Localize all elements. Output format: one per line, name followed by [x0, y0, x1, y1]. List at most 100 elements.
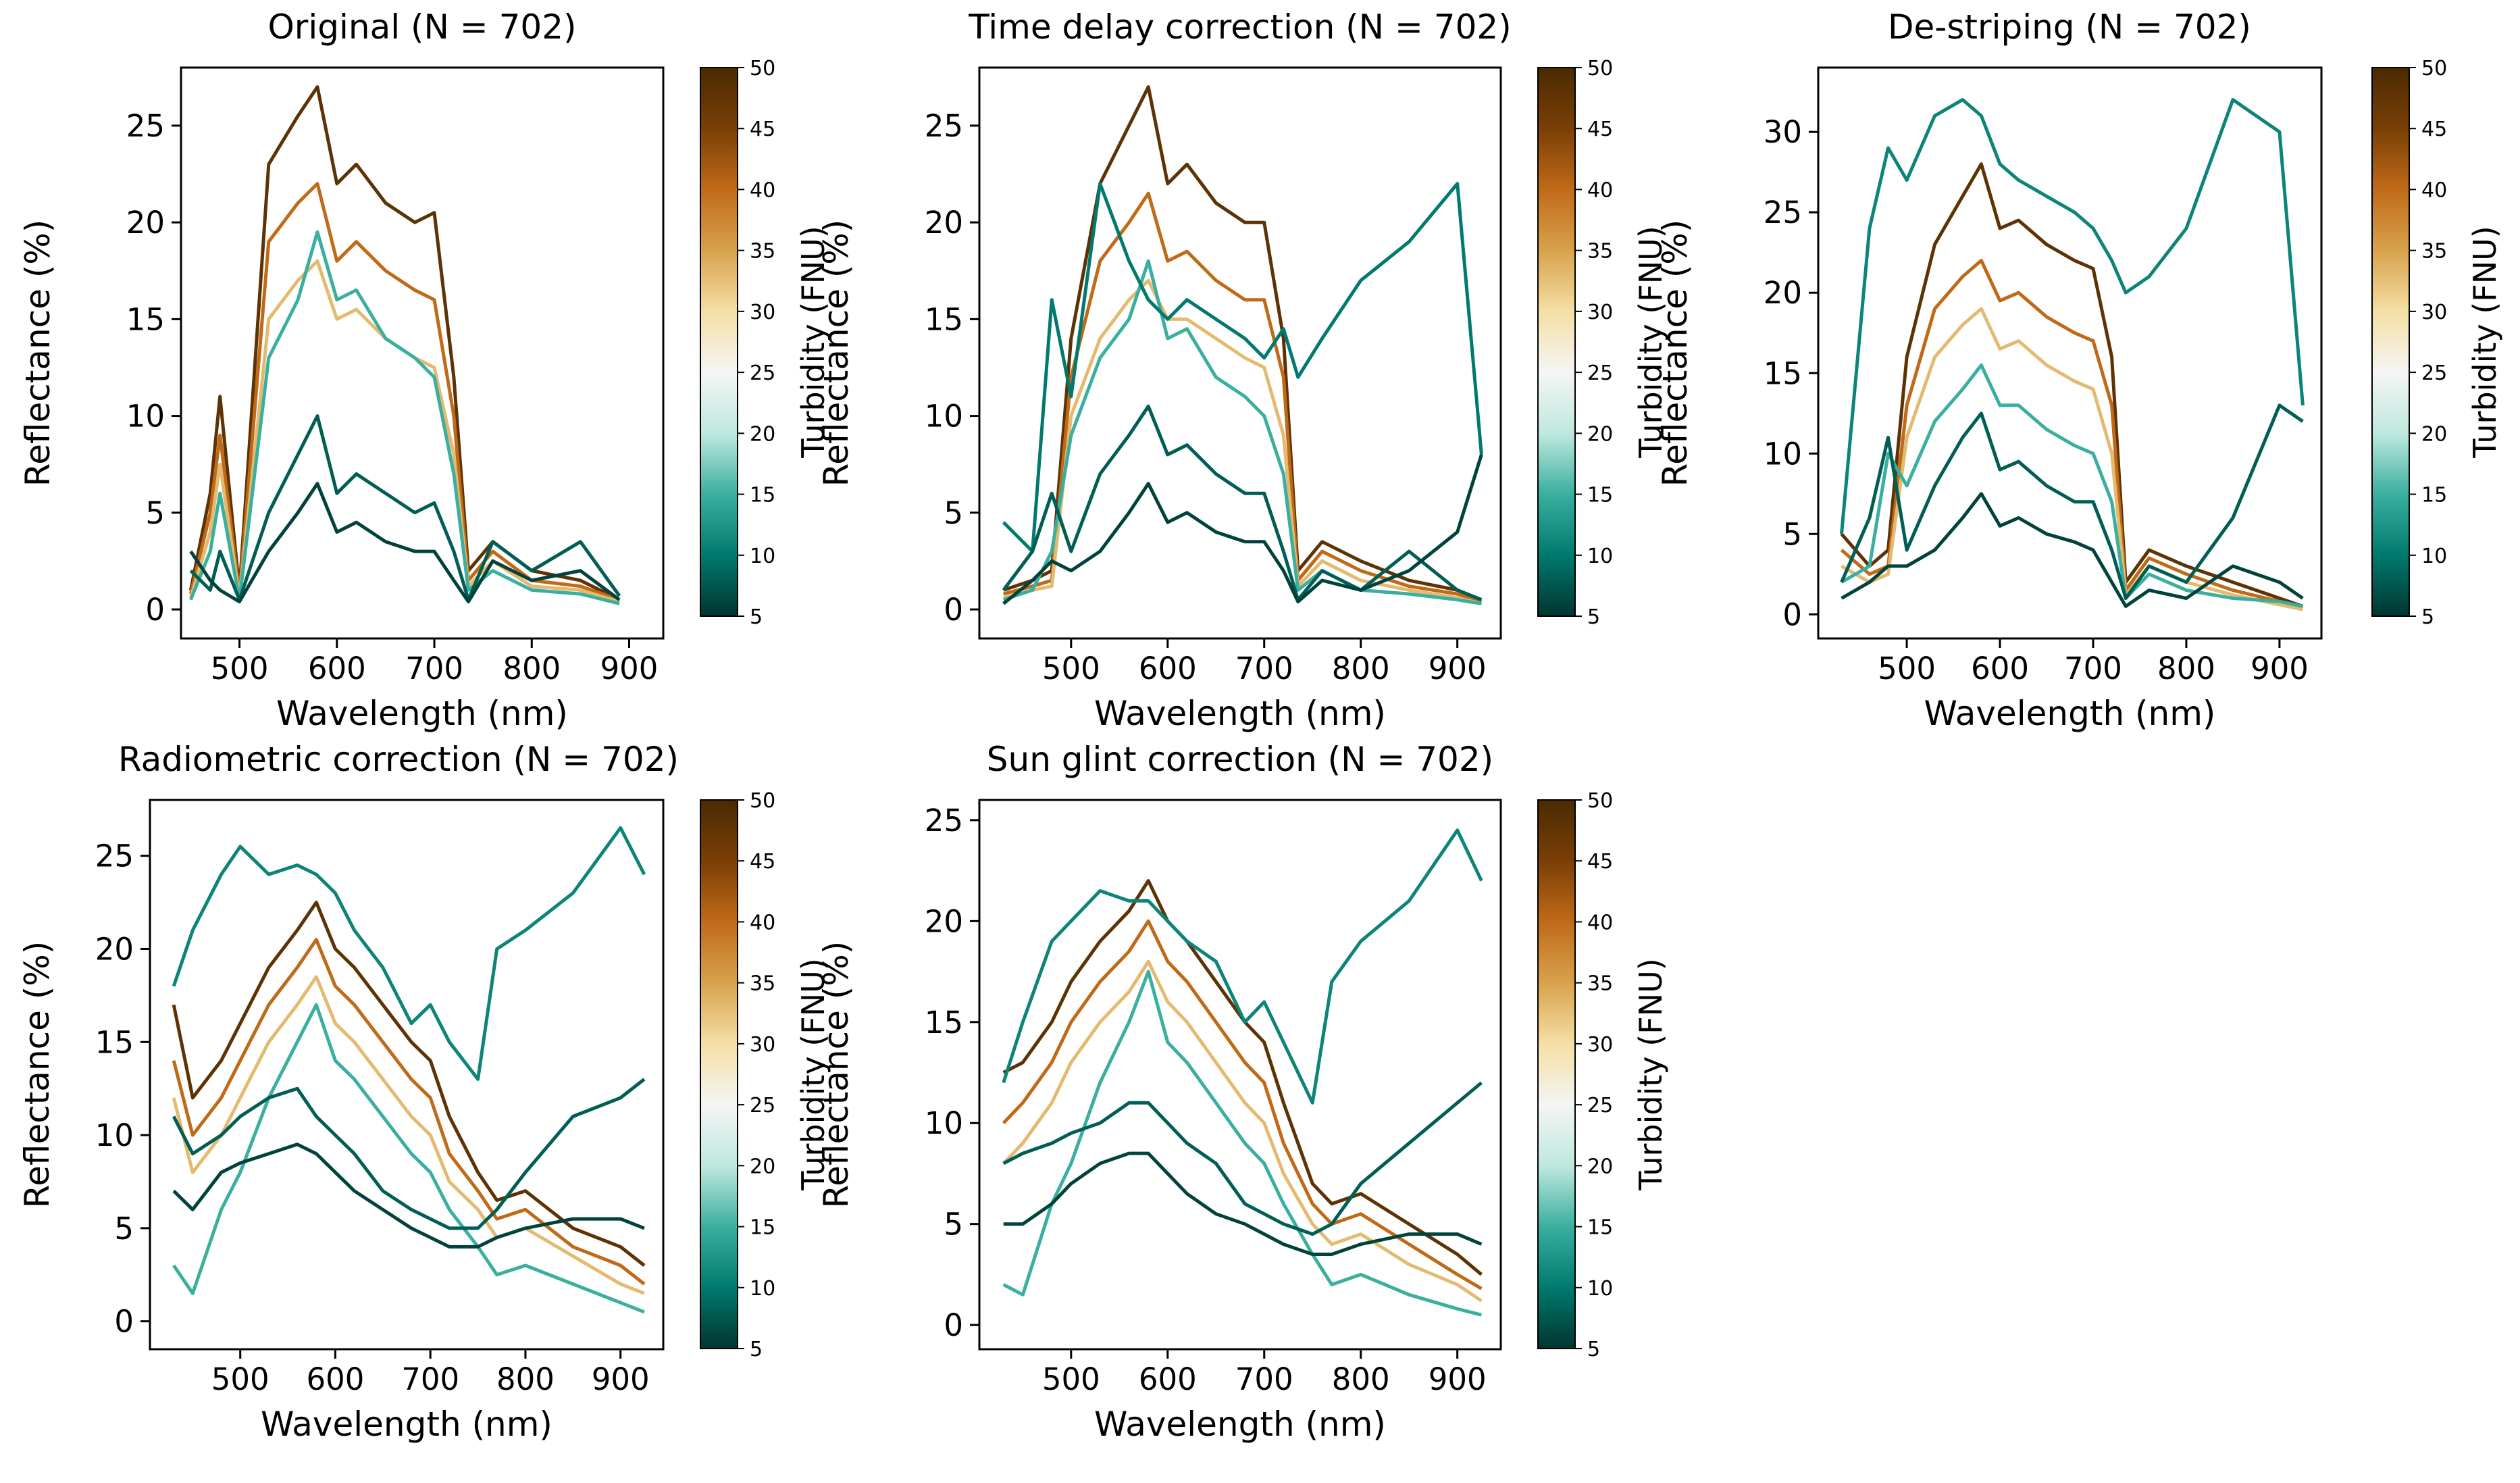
x-tick-label: 500: [1042, 1361, 1100, 1397]
colorbar-tick-label: 50: [750, 57, 775, 80]
series-group: [1840, 98, 2305, 611]
y-tick-label: 15: [1764, 355, 1802, 391]
x-tick-label: 800: [1332, 651, 1390, 686]
y-tick-label: 5: [1782, 516, 1802, 552]
colorbar-tick-label: 10: [750, 1277, 775, 1301]
y-tick-label: 15: [925, 301, 963, 337]
colorbar-tick-label: 40: [2421, 178, 2447, 202]
colorbar-tick-label: 45: [750, 118, 775, 141]
y-tick-label: 25: [1764, 195, 1802, 230]
series-line: [1002, 879, 1483, 1276]
colorbar-label: Turbidity (FNU): [795, 226, 831, 458]
y-tick-label: 20: [126, 205, 165, 241]
colorbar-label: Turbidity (FNU): [1632, 958, 1669, 1190]
x-tick-label: 800: [2157, 651, 2215, 686]
series-line: [1003, 1151, 1483, 1256]
y-tick-label: 25: [95, 838, 134, 874]
colorbar-tick-label: 40: [750, 178, 775, 202]
colorbar-tick-label: 50: [2421, 57, 2447, 80]
y-axis-label: Reflectance (%): [18, 941, 57, 1209]
x-tick-label: 900: [600, 651, 659, 686]
series-line: [1841, 363, 2303, 608]
colorbar-tick-label: 35: [750, 972, 775, 996]
x-tick-label: 600: [306, 1361, 364, 1397]
plot-frame: [149, 799, 665, 1351]
colorbar-tick-label: 45: [2421, 118, 2447, 141]
x-axis-label: Wavelength (nm): [1094, 694, 1386, 733]
x-tick-label: 500: [1042, 651, 1100, 686]
colorbar-tick-label: 40: [1587, 178, 1613, 202]
panel-title: Sun glint correction (N = 702): [987, 740, 1493, 779]
colorbar: [700, 799, 738, 1349]
colorbar-tick-label: 10: [1587, 545, 1613, 568]
x-tick-label: 800: [1332, 1361, 1390, 1397]
y-tick-label: 5: [944, 495, 963, 531]
colorbar-tick-label: 25: [750, 1094, 775, 1117]
colorbar-tick-label: 40: [1587, 911, 1613, 934]
colorbar-tick-label: 30: [2421, 301, 2447, 324]
plot-frame: [978, 799, 1502, 1351]
x-tick-label: 600: [1139, 1361, 1197, 1397]
colorbar-tick-label: 45: [1587, 118, 1613, 141]
plot-frame: [978, 66, 1502, 640]
series-line: [189, 414, 621, 602]
colorbar-tick-label: 15: [1587, 1216, 1613, 1240]
series-line: [1002, 85, 1483, 602]
colorbar-tick-label: 30: [1587, 301, 1613, 324]
colorbar-tick-label: 40: [750, 911, 775, 934]
x-tick-label: 600: [1971, 651, 2029, 686]
colorbar: [2371, 67, 2410, 617]
series-line: [189, 230, 620, 605]
colorbar-label: Turbidity (FNU): [1632, 226, 1669, 458]
colorbar-tick-label: 25: [1587, 361, 1613, 385]
colorbar-tick-label: 15: [750, 484, 775, 507]
y-axis-label: Reflectance (%): [817, 220, 856, 487]
y-axis-label: Reflectance (%): [817, 941, 856, 1209]
y-tick-label: 20: [925, 205, 963, 241]
series-line: [1840, 403, 2304, 600]
y-tick-label: 10: [1764, 436, 1802, 472]
series-group: [188, 85, 621, 605]
colorbar-label: Turbidity (FNU): [2467, 226, 2503, 458]
colorbar-label: Turbidity (FNU): [795, 958, 831, 1190]
y-tick-label: 5: [145, 495, 165, 531]
series-line: [1002, 828, 1483, 1105]
y-tick-label: 25: [126, 108, 165, 144]
series-line: [172, 1078, 646, 1230]
x-tick-label: 900: [1429, 651, 1487, 686]
panel-title: De-striping (N = 702): [1888, 7, 2251, 47]
x-tick-label: 600: [1139, 651, 1197, 686]
colorbar-tick-label: 30: [1587, 1033, 1613, 1057]
series-line: [172, 826, 646, 1081]
colorbar-tick-label: 20: [750, 1155, 775, 1178]
colorbar-tick-label: 5: [750, 605, 763, 629]
series-line: [1002, 919, 1483, 1290]
plot-frame: [1817, 66, 2323, 640]
series-group: [1002, 85, 1483, 605]
series-line: [1841, 492, 2304, 608]
x-tick-label: 800: [496, 1361, 555, 1397]
y-tick-label: 0: [114, 1304, 134, 1340]
colorbar-tick-label: 50: [1587, 57, 1613, 80]
x-tick-label: 700: [2064, 651, 2122, 686]
y-axis-label: Reflectance (%): [1655, 220, 1695, 487]
series-line: [172, 938, 646, 1286]
series-line: [1002, 454, 1483, 605]
x-tick-label: 500: [211, 1361, 269, 1397]
colorbar-tick-label: 20: [2421, 422, 2447, 446]
colorbar-tick-label: 20: [750, 422, 775, 446]
x-axis-label: Wavelength (nm): [276, 694, 568, 733]
panel-5: Sun glint correction (N = 702)500 600 700 8…: [817, 740, 1669, 1444]
x-tick-label: 700: [401, 1361, 459, 1397]
colorbar-tick-label: 5: [750, 1338, 763, 1361]
y-tick-label: 10: [925, 1105, 963, 1141]
panel-3: De-striping (N = 702) 500 600 700 800 900 0 5 10…: [1655, 7, 2503, 733]
colorbar-tick-label: 25: [1587, 1094, 1613, 1117]
colorbar: [1537, 799, 1576, 1349]
series-line: [1002, 1081, 1483, 1236]
colorbar-tick-label: 5: [1587, 605, 1600, 629]
colorbar-tick-label: 30: [750, 301, 775, 324]
series-line: [172, 901, 646, 1267]
x-tick-label: 900: [2251, 651, 2309, 686]
